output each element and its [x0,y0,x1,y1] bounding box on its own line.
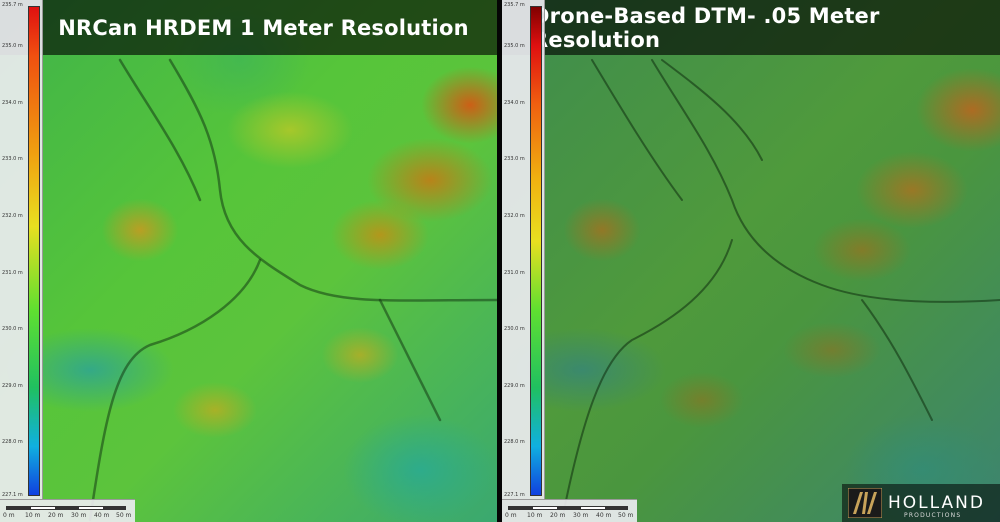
dtm-trail-main [651,59,1000,303]
hrdem-panel: NRCan HRDEM 1 Meter Resolution 235.7 m 2… [0,0,497,522]
legend-tick: 233.0 m [504,156,525,162]
scale-label: 30 m [573,512,589,519]
hrdem-trail-main [168,58,497,302]
scale-label: 10 m [527,512,543,519]
legend-tick: 231.0 m [504,270,525,276]
legend-tick: 235.7 m [2,2,23,8]
scale-label: 20 m [550,512,566,519]
legend-tick: 230.0 m [2,326,23,332]
legend-tick: 235.0 m [2,43,23,49]
drone-dtm-scale-bar: 0 m 10 m 20 m 30 m 40 m 50 m [502,499,637,522]
scale-label: 50 m [116,512,132,519]
scale-bar-graphic [6,506,126,510]
legend-tick: 227.1 m [2,492,23,498]
hrdem-trail-branch [118,58,202,202]
scale-label: 0 m [505,512,517,519]
hrdem-title: NRCan HRDEM 1 Meter Resolution [58,15,469,40]
legend-tick: 231.0 m [2,270,23,276]
scale-label: 30 m [71,512,87,519]
scale-label: 50 m [618,512,634,519]
drone-dtm-trail-lines [561,59,1000,521]
drone-dtm-terrain-map [502,0,1000,522]
legend-tick: 235.7 m [504,2,525,8]
drone-dtm-panel: Drone-Based DTM- .05 Meter Resolution 23… [502,0,1000,522]
legend-tick: 228.0 m [2,439,23,445]
legend-tick: 229.0 m [2,383,23,389]
legend-tick: 227.1 m [504,492,525,498]
drone-dtm-title-bar: Drone-Based DTM- .05 Meter Resolution [502,0,1000,55]
drone-dtm-color-ramp [530,6,542,496]
hrdem-elevation-legend: 235.7 m 235.0 m 234.0 m 233.0 m 232.0 m … [0,0,43,500]
hrdem-trail-lines [88,58,497,522]
hrdem-trail-south [88,258,262,522]
scale-label: 40 m [596,512,612,519]
hrdem-trail-east [378,298,442,422]
hrdem-color-ramp [28,6,40,496]
scale-label: 10 m [25,512,41,519]
dtm-trail-branch [591,59,683,201]
holland-logo-mark-icon [848,488,882,518]
scale-label: 40 m [94,512,110,519]
drone-dtm-title: Drone-Based DTM- .05 Meter Resolution [532,3,880,52]
hrdem-terrain-map [0,0,497,522]
legend-tick: 234.0 m [504,100,525,106]
dtm-trail-east [861,299,933,421]
legend-tick: 230.0 m [504,326,525,332]
dtm-trail-south [561,239,733,521]
legend-tick: 234.0 m [2,100,23,106]
legend-tick: 228.0 m [504,439,525,445]
drone-dtm-elevation-legend: 235.7 m 235.0 m 234.0 m 233.0 m 232.0 m … [502,0,545,500]
logo-subtitle: PRODUCTIONS [904,512,962,519]
scale-label: 20 m [48,512,64,519]
legend-tick: 232.0 m [2,213,23,219]
legend-tick: 235.0 m [504,43,525,49]
hrdem-scale-bar: 0 m 10 m 20 m 30 m 40 m 50 m [0,499,135,522]
legend-tick: 233.0 m [2,156,23,162]
hrdem-title-bar: NRCan HRDEM 1 Meter Resolution [0,0,497,55]
logo-name: HOLLAND [888,493,985,513]
legend-tick: 232.0 m [504,213,525,219]
scale-label: 0 m [3,512,15,519]
panel-divider [497,0,502,522]
scale-bar-graphic [508,506,628,510]
legend-tick: 229.0 m [504,383,525,389]
holland-productions-logo: HOLLAND PRODUCTIONS [842,484,1000,522]
dtm-trail-north [661,59,763,161]
